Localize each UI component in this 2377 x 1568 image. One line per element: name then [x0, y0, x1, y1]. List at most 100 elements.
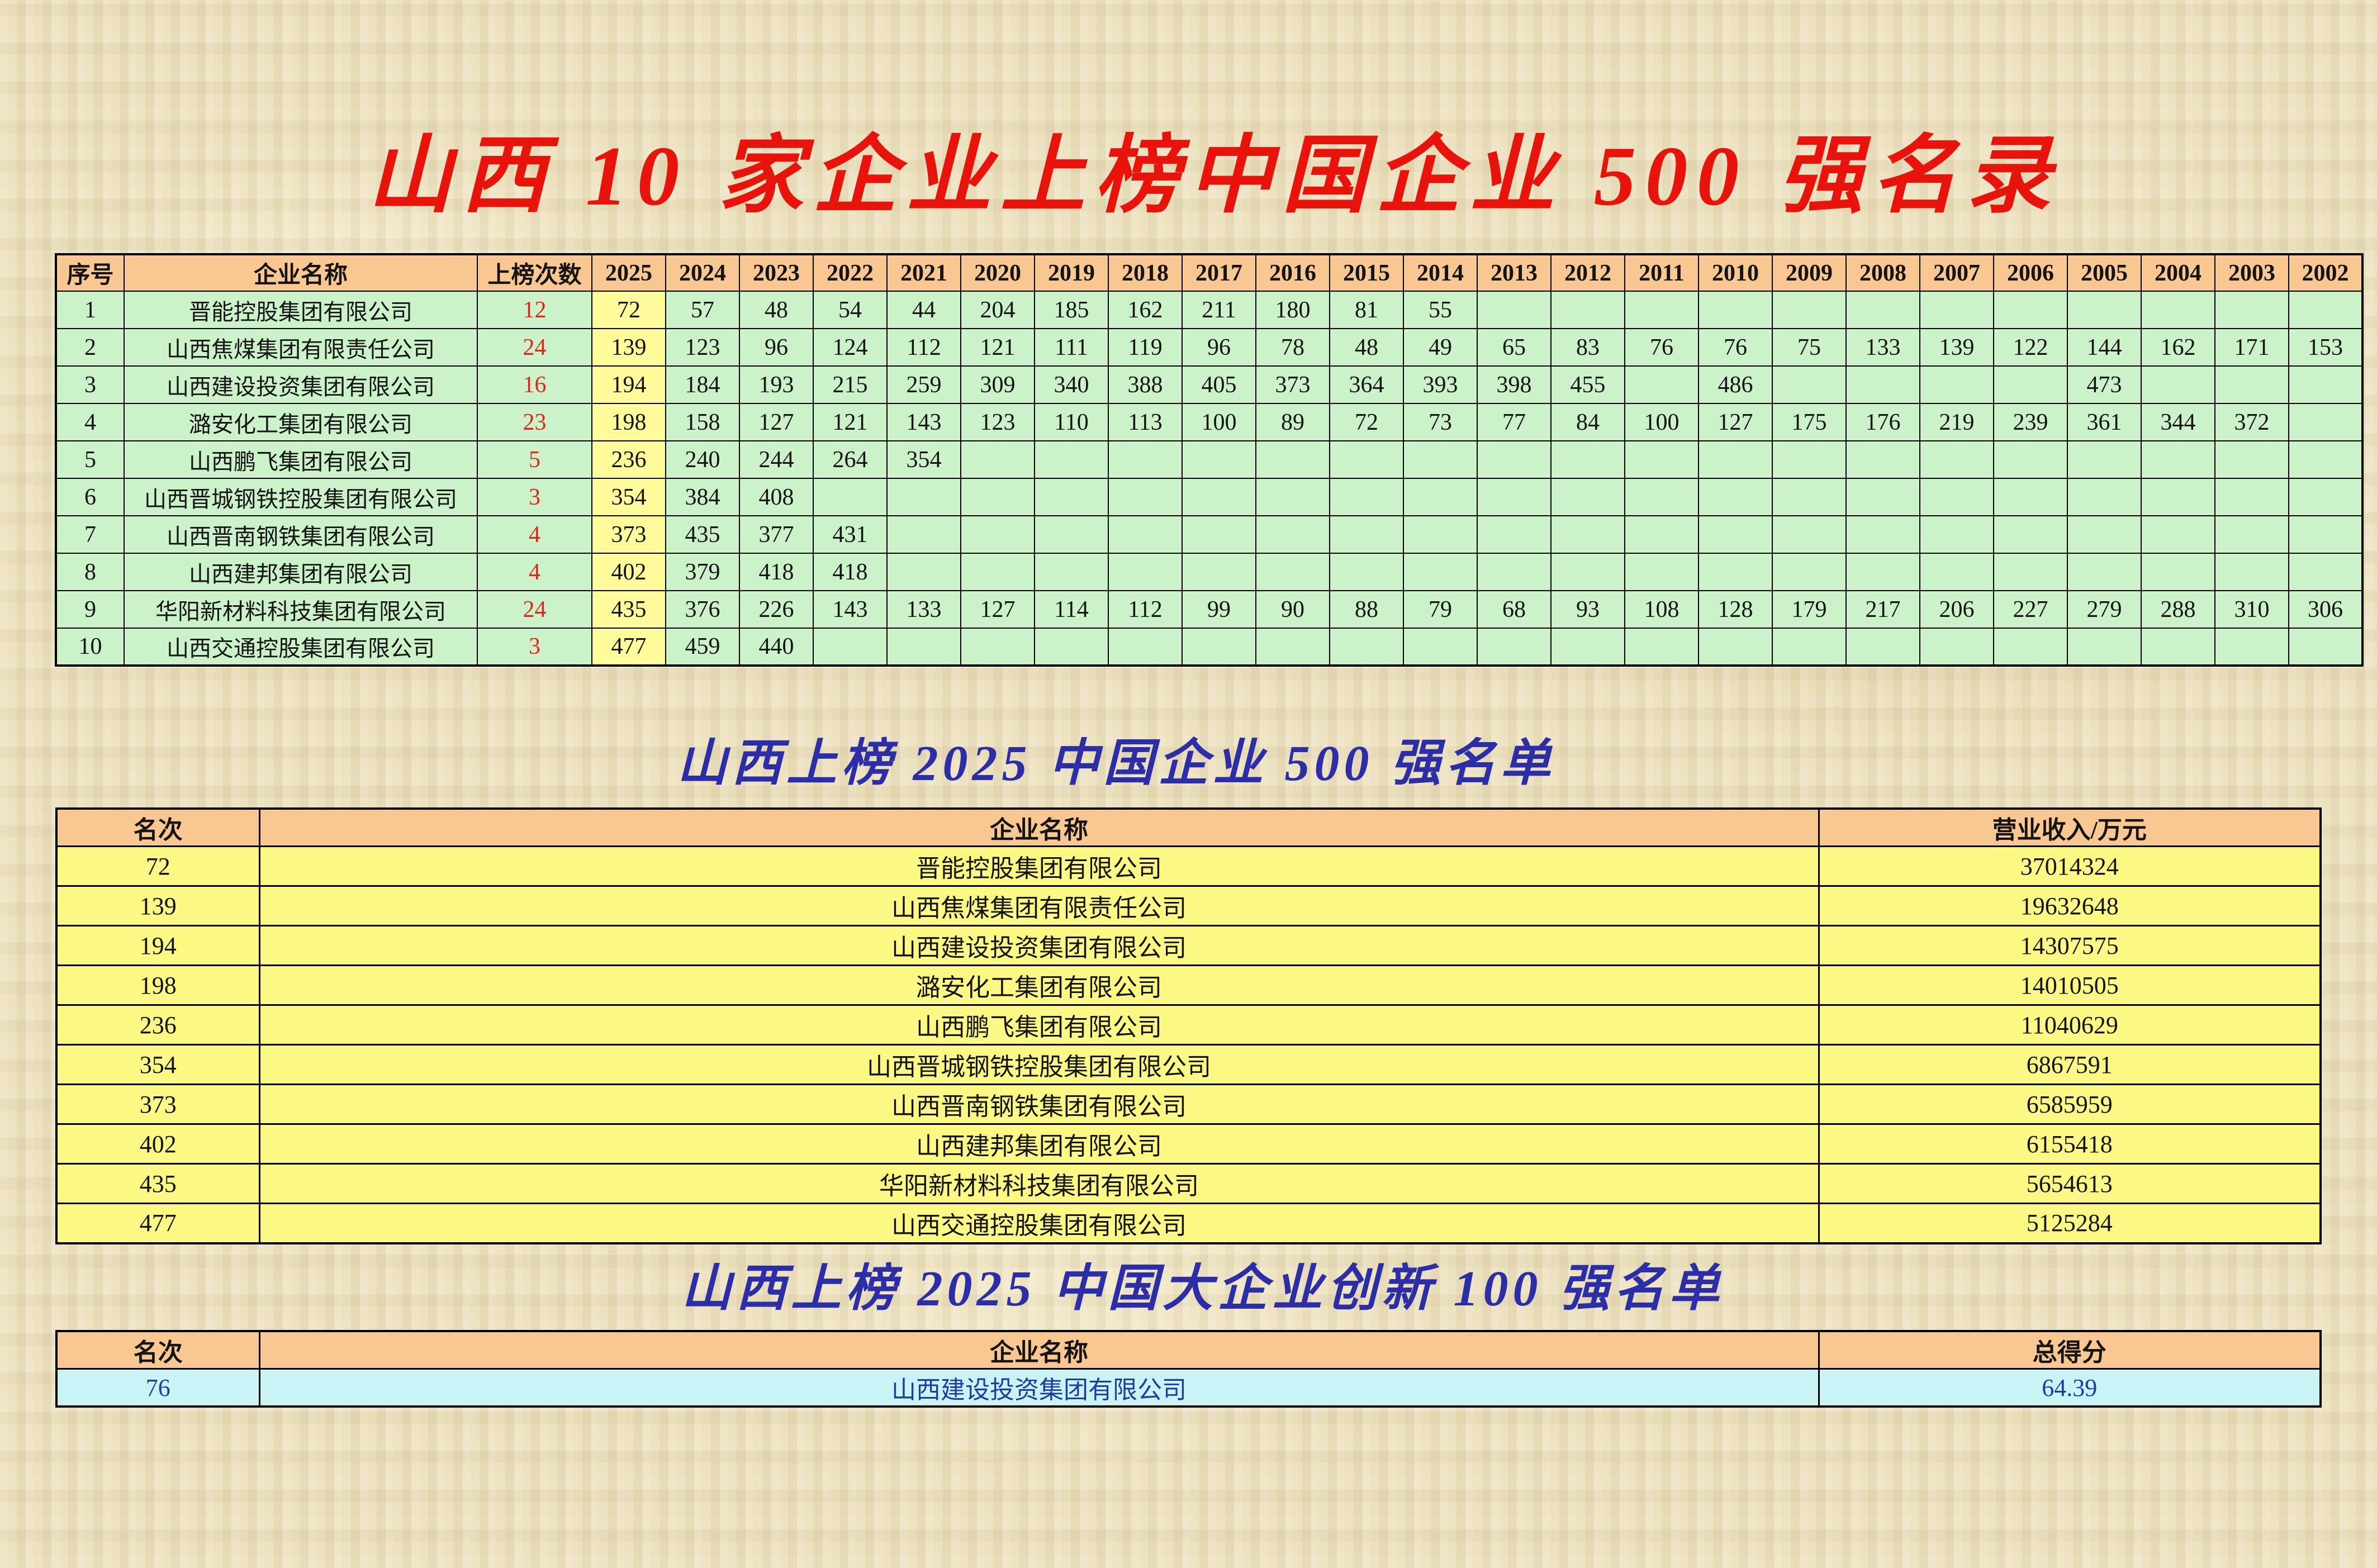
t1-cell-company-name: 山西焦煤集团有限责任公司	[124, 328, 478, 367]
t1-cell-rank-year: 373	[591, 515, 666, 554]
t1-cell-rank-year: 193	[739, 365, 814, 404]
t1-cell-rank-year: 408	[739, 478, 814, 516]
t1-cell-rank-year: 162	[2141, 328, 2215, 367]
t1-cell-rank-year: 128	[1698, 590, 1773, 629]
t1-cell-rank-year	[1993, 553, 2068, 591]
t2-cell-revenue: 6867591	[1818, 1044, 2322, 1085]
t1-cell-rank-year: 68	[1477, 590, 1552, 629]
t1-cell-rank-year: 259	[886, 365, 961, 404]
t3-header-cell: 企业名称	[258, 1330, 1820, 1370]
t1-cell-rank-year: 194	[591, 365, 666, 404]
t1-cell-rank-year: 78	[1255, 328, 1330, 367]
t1-cell-rank-year: 179	[1772, 590, 1847, 629]
t1-row: 2 山西焦煤集团有限责任公司 24 139 123 96 124 112 121 111 119 96…	[55, 328, 2363, 367]
t2-row: 139 山西焦煤集团有限责任公司 19632648	[55, 885, 2322, 926]
t1-cell-rank-year: 477	[591, 628, 666, 666]
t1-cell-no: 10	[55, 628, 125, 666]
t2-cell-revenue: 14307575	[1818, 925, 2322, 966]
t1-cell-rank-year: 171	[2214, 328, 2289, 367]
t1-cell-rank-year: 309	[960, 365, 1035, 404]
t1-cell-rank-year	[1845, 291, 1920, 329]
t2-cell-company-name: 山西交通控股集团有限公司	[258, 1203, 1820, 1244]
t1-cell-rank-year	[1403, 553, 1478, 591]
t1-cell-rank-year	[2067, 553, 2142, 591]
t1-header-year: 2015	[1329, 254, 1404, 292]
t1-cell-times-listed: 5	[477, 440, 592, 479]
t2-row: 477 山西交通控股集团有限公司 5125284	[55, 1203, 2322, 1244]
t1-cell-rank-year	[2141, 365, 2215, 404]
t1-cell-rank-year	[1403, 478, 1478, 516]
t1-cell-rank-year	[1329, 478, 1404, 516]
t1-cell-times-listed: 12	[477, 291, 592, 329]
t1-cell-rank-year	[1403, 440, 1478, 479]
t1-cell-rank-year	[1919, 515, 1994, 554]
t3-header-row: 名次 企业名称 总得分	[55, 1330, 2322, 1370]
t1-header-year: 2009	[1772, 254, 1847, 292]
t1-cell-rank-year	[1477, 515, 1552, 554]
t1-cell-rank-year: 123	[960, 403, 1035, 441]
t3-header-cell: 总得分	[1818, 1330, 2322, 1370]
t1-cell-rank-year: 372	[2214, 403, 2289, 441]
t1-cell-rank-year: 361	[2067, 403, 2142, 441]
t2-cell-company-name: 山西晋南钢铁集团有限公司	[258, 1084, 1820, 1125]
t1-cell-rank-year	[1624, 478, 1699, 516]
t1-cell-rank-year	[1698, 478, 1773, 516]
t1-cell-rank-year	[1845, 628, 1920, 666]
t2-cell-rank: 477	[55, 1203, 260, 1244]
t1-cell-rank-year	[2288, 628, 2363, 666]
t1-cell-rank-year	[2214, 628, 2289, 666]
t1-cell-rank-year	[1993, 515, 2068, 554]
t2-row: 236 山西鹏飞集团有限公司 11040629	[55, 1004, 2322, 1046]
t1-cell-rank-year: 473	[2067, 365, 2142, 404]
t1-cell-rank-year	[2288, 403, 2363, 441]
t1-cell-rank-year	[1550, 478, 1625, 516]
t1-header-year: 2024	[665, 254, 740, 292]
t1-cell-rank-year: 88	[1329, 590, 1404, 629]
t1-cell-rank-year: 388	[1108, 365, 1183, 404]
t1-cell-rank-year: 44	[886, 291, 961, 329]
t2-cell-rank: 402	[55, 1123, 260, 1165]
t1-cell-company-name: 华阳新材料科技集团有限公司	[124, 590, 478, 629]
t1-cell-rank-year: 48	[1329, 328, 1404, 367]
t1-cell-rank-year: 99	[1182, 590, 1256, 629]
t1-cell-times-listed: 24	[477, 590, 592, 629]
t1-header-cell: 上榜次数	[477, 254, 592, 292]
t1-cell-rank-year: 72	[1329, 403, 1404, 441]
t2-cell-rank: 354	[55, 1044, 260, 1085]
t1-cell-rank-year	[1329, 628, 1404, 666]
t1-cell-rank-year: 310	[2214, 590, 2289, 629]
t1-cell-rank-year	[1624, 365, 1699, 404]
t1-cell-rank-year: 215	[813, 365, 888, 404]
t1-header-year: 2013	[1477, 254, 1552, 292]
t1-cell-rank-year: 162	[1108, 291, 1183, 329]
t1-cell-company-name: 山西晋城钢铁控股集团有限公司	[124, 478, 478, 516]
t1-cell-rank-year: 112	[886, 328, 961, 367]
t1-cell-rank-year: 227	[1993, 590, 2068, 629]
t1-cell-rank-year: 48	[739, 291, 814, 329]
t1-header-year: 2005	[2067, 254, 2142, 292]
t1-cell-rank-year: 435	[665, 515, 740, 554]
t1-cell-rank-year	[1919, 291, 1994, 329]
t1-header-row: 序号 企业名称 上榜次数 2025 2024 2023 2022 2021 2020 2019 20…	[55, 254, 2363, 292]
t1-cell-rank-year: 76	[1624, 328, 1699, 367]
t1-cell-rank-year	[1550, 291, 1625, 329]
t1-cell-rank-year	[1698, 553, 1773, 591]
t1-cell-rank-year	[1329, 440, 1404, 479]
t2-header-cell: 企业名称	[258, 807, 1820, 847]
t1-cell-rank-year	[1550, 515, 1625, 554]
t1-cell-rank-year	[1108, 628, 1183, 666]
t2-cell-rank: 236	[55, 1004, 260, 1046]
t1-cell-rank-year	[1919, 478, 1994, 516]
t1-cell-rank-year: 76	[1698, 328, 1773, 367]
t1-cell-rank-year: 83	[1550, 328, 1625, 367]
t2-cell-company-name: 潞安化工集团有限公司	[258, 964, 1820, 1006]
t1-row: 5 山西鹏飞集团有限公司 5 236 240 244 264 354	[55, 440, 2363, 479]
t1-cell-rank-year	[1477, 440, 1552, 479]
t1-cell-rank-year	[1477, 628, 1552, 666]
t1-header-year: 2025	[591, 254, 666, 292]
t1-cell-rank-year	[1993, 365, 2068, 404]
t1-cell-rank-year: 377	[739, 515, 814, 554]
t1-header-year: 2008	[1845, 254, 1920, 292]
t1-cell-rank-year: 176	[1845, 403, 1920, 441]
